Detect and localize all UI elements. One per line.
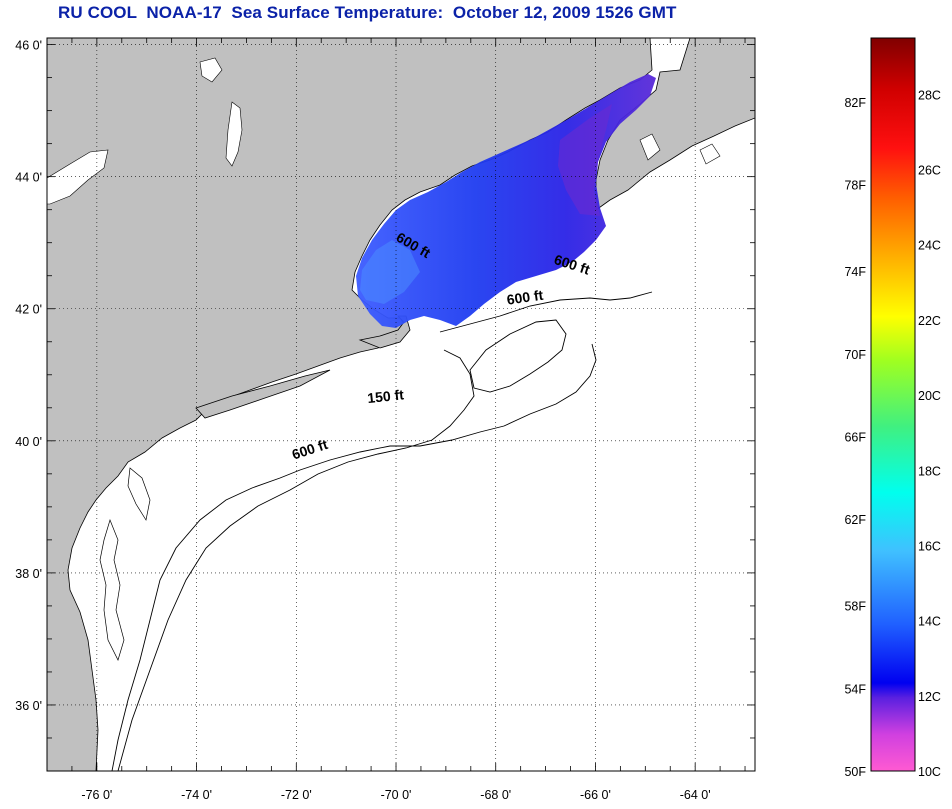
georges-bank <box>469 319 567 393</box>
contour-150ft <box>117 349 475 771</box>
colorbar-f-label: 66F <box>844 430 866 444</box>
delaware-bay <box>127 467 151 521</box>
lon-tick-label: -70 0' <box>381 788 412 802</box>
lat-tick-label: 36 0' <box>15 699 42 713</box>
colorbar-c-label: 20C <box>918 389 941 403</box>
colorbar-f-label: 50F <box>844 765 866 779</box>
lon-tick-label: -64 0' <box>680 788 711 802</box>
lon-tick-label: -66 0' <box>580 788 611 802</box>
lake-ns <box>699 143 721 165</box>
contour-600ft-shelf <box>111 343 597 771</box>
contour-label: 600 ft <box>506 287 545 308</box>
lake-ontario <box>47 149 109 205</box>
colorbar-f-label: 70F <box>844 348 866 362</box>
colorbar-c-label: 16C <box>918 539 941 553</box>
sst-warm-patch <box>558 104 612 216</box>
colorbar-c-label: 26C <box>918 164 941 178</box>
lon-tick-label: -68 0' <box>480 788 511 802</box>
lat-tick-label: 40 0' <box>15 435 42 449</box>
colorbar-f-label: 78F <box>844 179 866 193</box>
contour-label: 150 ft <box>366 386 404 406</box>
lat-tick-label: 42 0' <box>15 303 42 317</box>
colorbar-c-label: 14C <box>918 615 941 629</box>
colorbar-f-label: 54F <box>844 682 866 696</box>
lake-champlain <box>225 101 243 167</box>
axis-layer: 46 0' 44 0' 42 0' 40 0' 38 0' 36 0' -76 0' -74 … <box>15 38 755 802</box>
lat-tick-label: 38 0' <box>15 567 42 581</box>
map-title: RU COOL NOAA-17 Sea Surface Temperature:… <box>58 3 677 22</box>
lake-maine <box>199 57 223 83</box>
lake-nb <box>639 133 661 161</box>
sst-cool-patch <box>360 240 420 304</box>
lon-tick-label: -76 0' <box>81 788 112 802</box>
colorbar-c-label: 24C <box>918 239 941 253</box>
colorbar-f-label: 74F <box>844 265 866 279</box>
colorbar-c-label: 12C <box>918 690 941 704</box>
lon-tick-label: -72 0' <box>281 788 312 802</box>
colorbar-f-label: 62F <box>844 513 866 527</box>
colorbar-scale <box>870 37 916 772</box>
map-frame <box>46 37 756 772</box>
colorbar-layer: 82F 78F 74F 70F 66F 62F 58F 54F 50F 28C 26C 24C 22C 2… <box>844 88 940 779</box>
lat-tick-label: 46 0' <box>15 39 42 53</box>
colorbar-f-label: 82F <box>844 96 866 110</box>
colorbar-f-label: 58F <box>844 600 866 614</box>
chesapeake-bay <box>99 518 125 661</box>
colorbar-c-label: 18C <box>918 464 941 478</box>
lon-tick-label: -74 0' <box>181 788 212 802</box>
colorbar-c-label: 28C <box>918 88 941 102</box>
contour-600ft-gulf <box>439 291 653 333</box>
colorbar-c-label: 22C <box>918 314 941 328</box>
colorbar-c-label: 10C <box>918 765 941 779</box>
lat-tick-label: 44 0' <box>15 171 42 185</box>
